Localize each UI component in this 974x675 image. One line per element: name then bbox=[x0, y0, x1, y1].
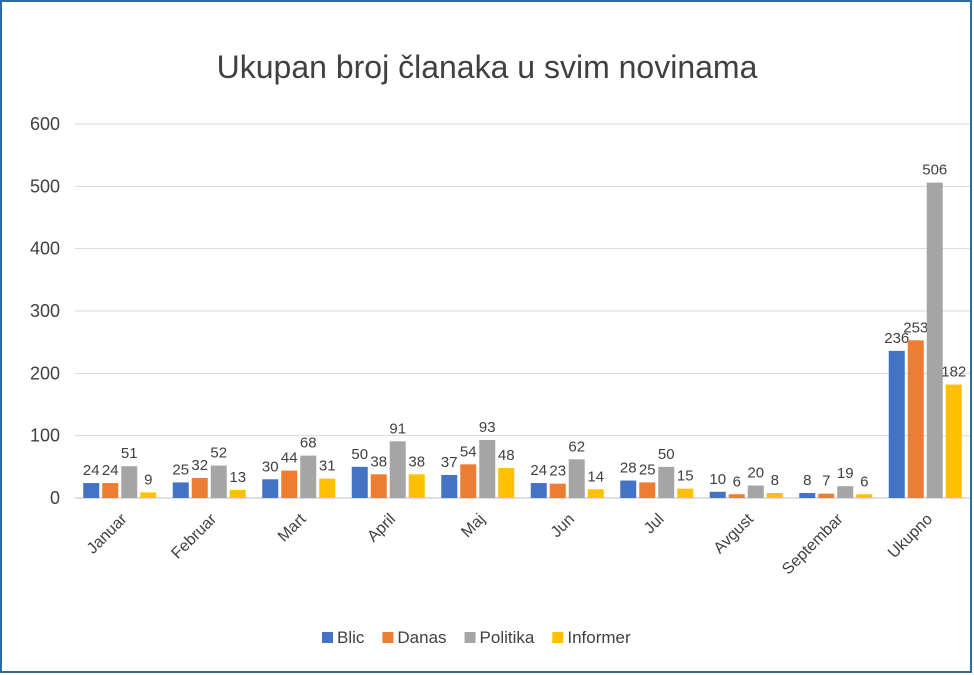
bar bbox=[837, 486, 854, 498]
data-label: 20 bbox=[747, 465, 764, 482]
data-label: 50 bbox=[351, 446, 368, 463]
data-label: 93 bbox=[479, 419, 496, 436]
bar bbox=[191, 478, 208, 498]
y-tick-label: 300 bbox=[30, 301, 60, 321]
bar bbox=[408, 474, 425, 498]
data-label: 38 bbox=[408, 453, 425, 470]
bar bbox=[709, 491, 726, 498]
data-label: 15 bbox=[677, 468, 694, 485]
data-label: 52 bbox=[210, 445, 227, 462]
data-label: 44 bbox=[281, 450, 298, 467]
data-label: 9 bbox=[144, 471, 152, 488]
bar bbox=[856, 494, 873, 498]
bar bbox=[658, 466, 675, 498]
data-label: 506 bbox=[922, 162, 947, 179]
bar bbox=[620, 480, 637, 498]
bar bbox=[530, 483, 547, 498]
legend-swatch bbox=[464, 632, 476, 643]
data-label: 32 bbox=[191, 457, 208, 474]
bar bbox=[102, 483, 119, 498]
bar bbox=[460, 464, 477, 498]
bar bbox=[907, 340, 924, 498]
y-tick-label: 600 bbox=[30, 114, 60, 134]
bar bbox=[926, 182, 943, 499]
bar bbox=[799, 493, 816, 498]
bar bbox=[479, 440, 496, 498]
data-label: 182 bbox=[941, 364, 966, 381]
data-label: 25 bbox=[172, 461, 189, 478]
bar bbox=[319, 478, 336, 498]
data-label: 24 bbox=[530, 462, 547, 479]
legend-label: Politika bbox=[480, 628, 535, 647]
data-label: 14 bbox=[587, 468, 604, 485]
legend-swatch bbox=[552, 632, 564, 643]
legend-label: Blic bbox=[337, 628, 365, 647]
data-label: 8 bbox=[771, 472, 779, 489]
bar bbox=[728, 494, 745, 498]
bar bbox=[172, 482, 189, 498]
data-label: 19 bbox=[837, 465, 854, 482]
bar bbox=[83, 483, 100, 498]
chart-title: Ukupan broj članaka u svim novinama bbox=[217, 49, 758, 85]
bar bbox=[888, 350, 905, 498]
data-label: 48 bbox=[498, 447, 515, 464]
bar bbox=[549, 483, 566, 498]
data-label: 37 bbox=[441, 454, 458, 471]
bar bbox=[766, 493, 783, 498]
y-tick-label: 100 bbox=[30, 426, 60, 446]
data-label: 62 bbox=[568, 438, 585, 455]
y-tick-label: 200 bbox=[30, 363, 60, 383]
data-label: 25 bbox=[639, 461, 656, 478]
bar bbox=[140, 492, 157, 498]
bar bbox=[281, 470, 298, 498]
data-label: 253 bbox=[903, 319, 928, 336]
data-label: 24 bbox=[102, 462, 119, 479]
bar bbox=[121, 466, 138, 498]
bar bbox=[262, 479, 279, 498]
data-label: 31 bbox=[319, 458, 336, 475]
bar bbox=[818, 493, 835, 498]
bar bbox=[229, 489, 246, 498]
bar bbox=[351, 466, 368, 498]
bar bbox=[300, 455, 317, 498]
data-label: 50 bbox=[658, 446, 675, 463]
data-label: 54 bbox=[460, 443, 477, 460]
bar bbox=[587, 489, 604, 498]
bar bbox=[210, 465, 227, 498]
data-label: 7 bbox=[822, 473, 830, 490]
data-label: 38 bbox=[370, 453, 387, 470]
bar bbox=[441, 474, 458, 498]
y-tick-label: 0 bbox=[50, 488, 60, 508]
data-label: 236 bbox=[884, 330, 909, 347]
data-label: 91 bbox=[389, 420, 406, 437]
bar bbox=[677, 488, 694, 498]
y-tick-label: 400 bbox=[30, 239, 60, 259]
data-label: 10 bbox=[709, 471, 726, 488]
data-label: 68 bbox=[300, 435, 317, 452]
legend-label: Informer bbox=[567, 628, 631, 647]
bar bbox=[945, 384, 962, 498]
bar bbox=[498, 468, 515, 498]
bar bbox=[747, 485, 764, 498]
data-label: 51 bbox=[121, 445, 138, 462]
legend-swatch bbox=[322, 632, 333, 643]
data-label: 28 bbox=[620, 460, 637, 477]
bar bbox=[389, 441, 406, 498]
data-label: 23 bbox=[549, 463, 566, 480]
bar bbox=[568, 459, 585, 498]
data-label: 30 bbox=[262, 458, 279, 475]
data-label: 6 bbox=[860, 473, 868, 490]
data-label: 8 bbox=[803, 472, 811, 489]
bar bbox=[639, 482, 656, 498]
data-label: 13 bbox=[229, 469, 246, 486]
data-label: 6 bbox=[733, 473, 741, 490]
legend-swatch bbox=[382, 632, 394, 643]
data-label: 24 bbox=[83, 462, 100, 479]
legend-label: Danas bbox=[397, 628, 446, 647]
bar bbox=[370, 474, 387, 498]
y-tick-label: 500 bbox=[30, 176, 60, 196]
